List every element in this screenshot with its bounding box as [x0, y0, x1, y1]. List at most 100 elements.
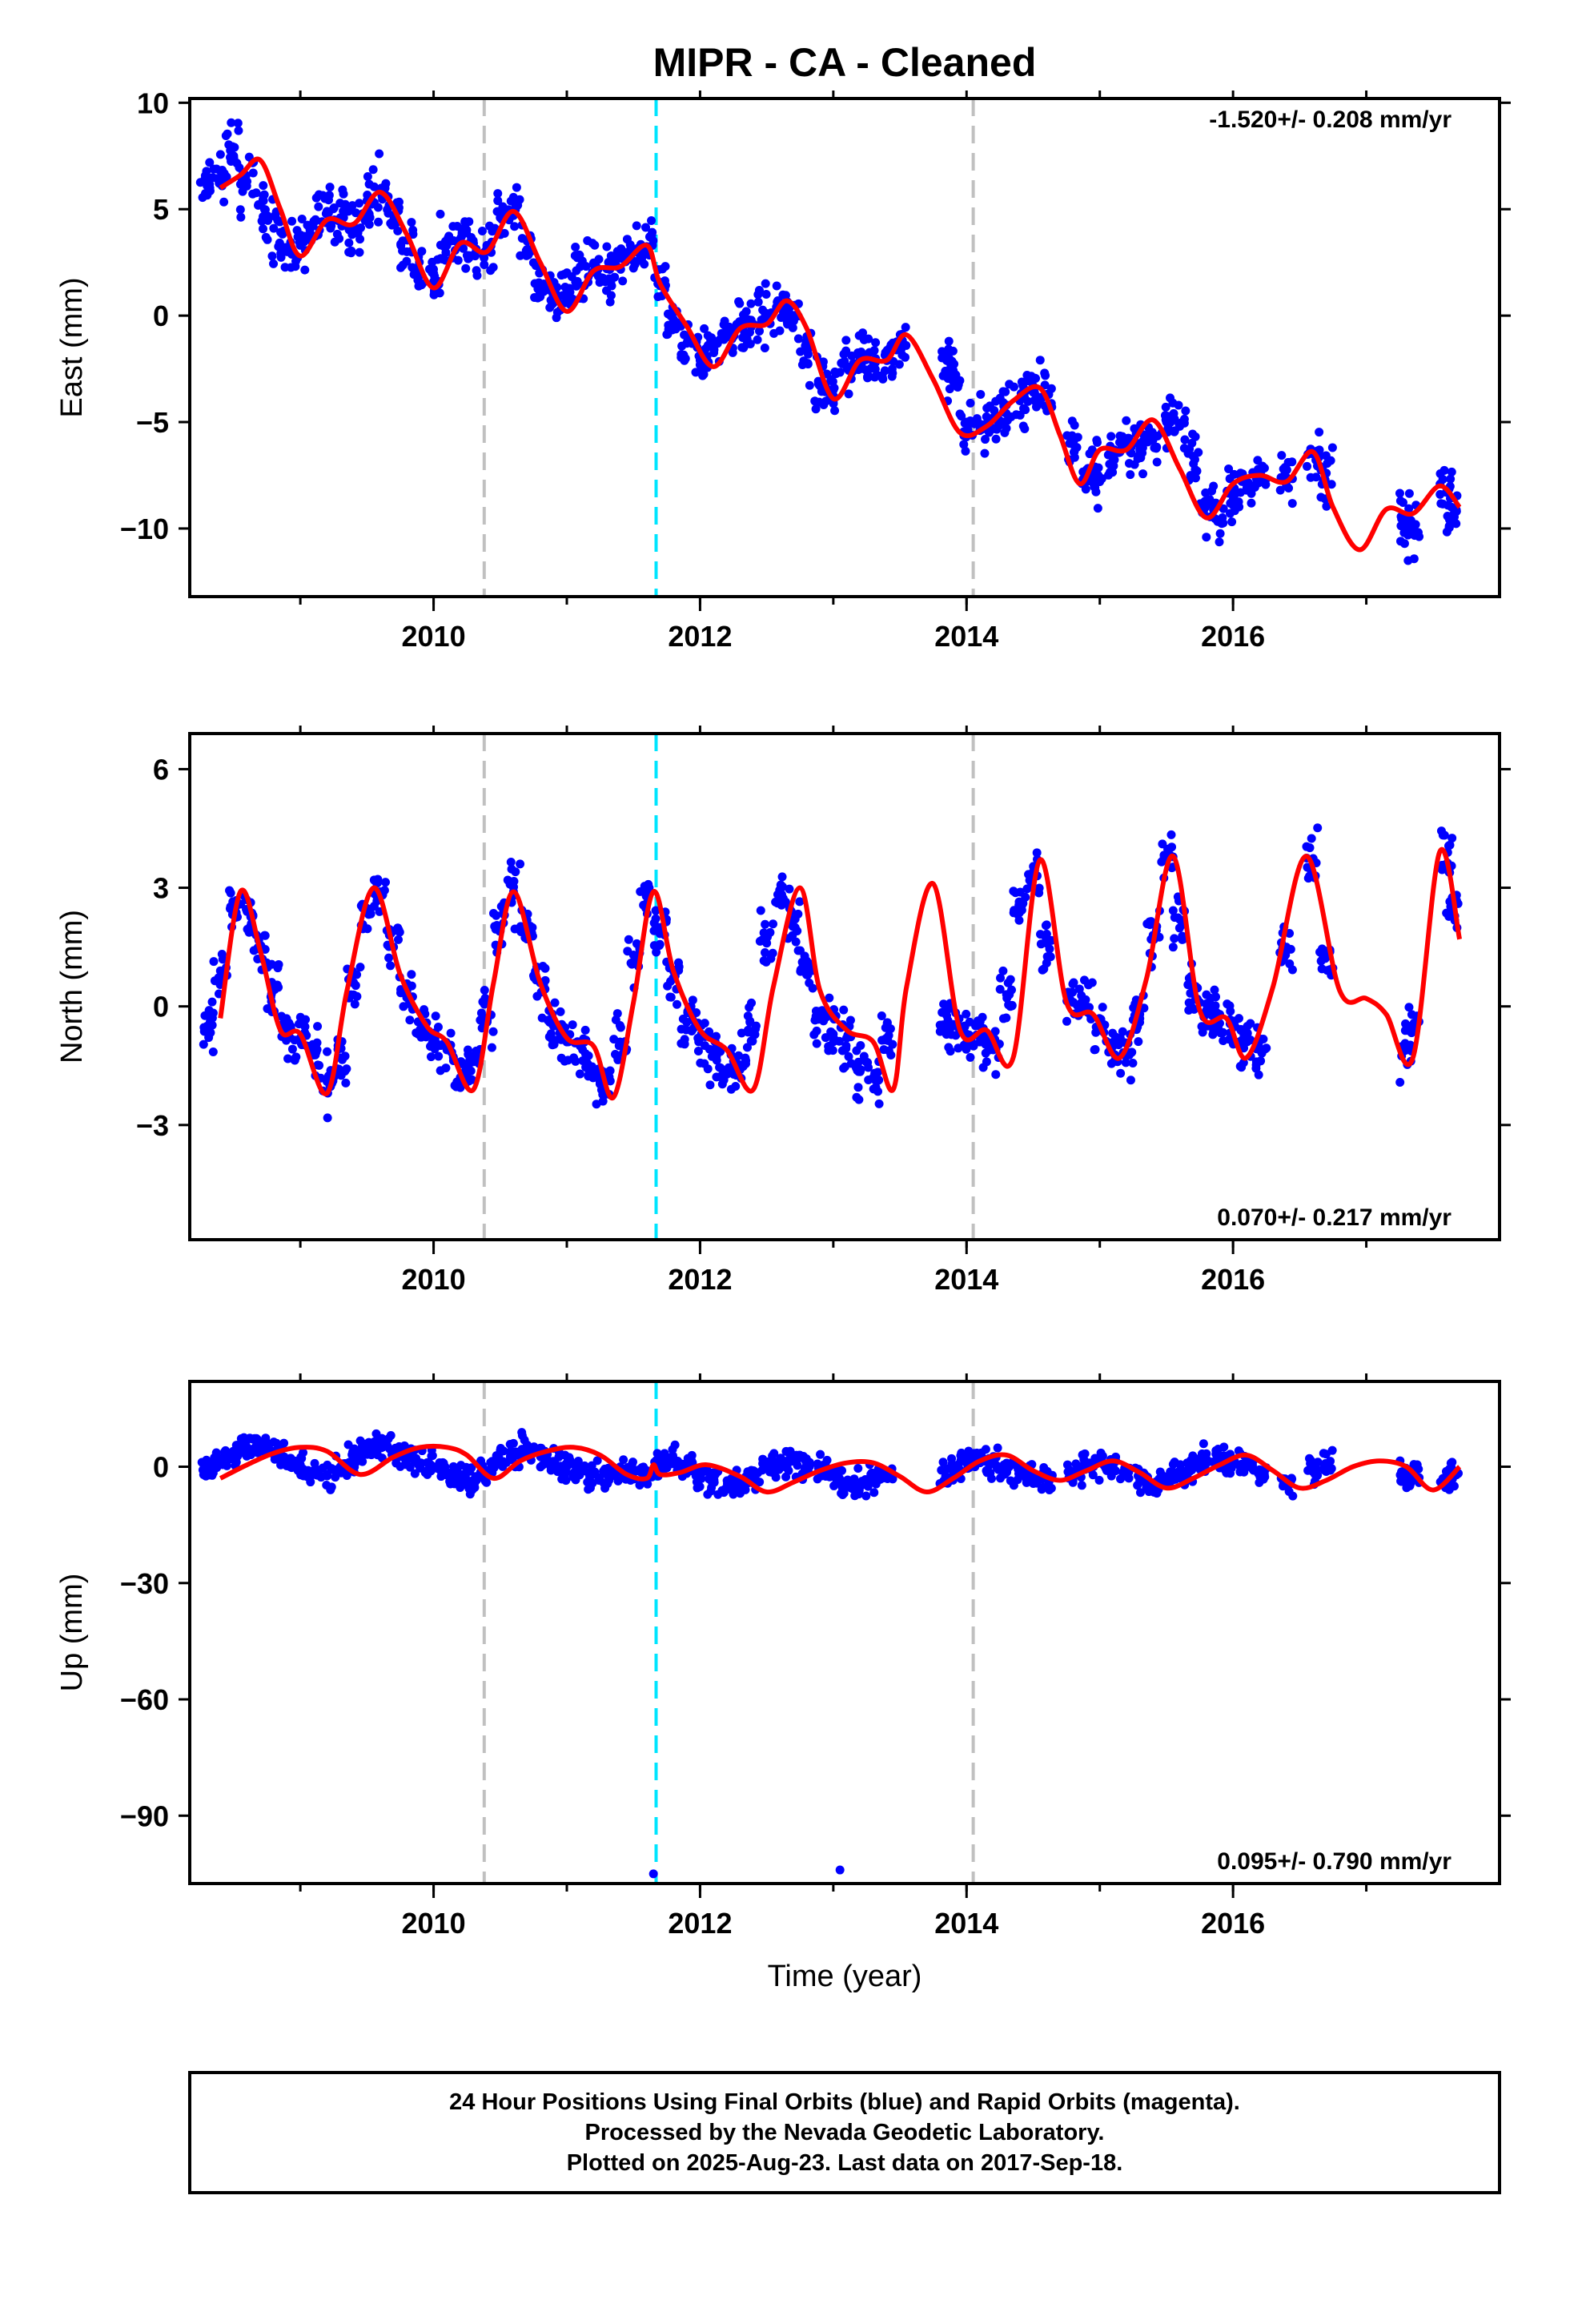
up-spread-point [231, 1458, 241, 1467]
up-x-tick-label: 2010 [402, 1907, 466, 1940]
north-spread-point [287, 1044, 297, 1054]
north-spread-point [734, 1051, 744, 1060]
north-spread-point [509, 883, 519, 892]
up-spread-point [866, 1470, 876, 1479]
up-x-tick-label: 2012 [668, 1907, 732, 1940]
east-spread-point [976, 389, 986, 399]
east-spread-point [583, 235, 592, 245]
north-spread-point [575, 1069, 584, 1079]
east-spread-point [1395, 489, 1404, 498]
east-spread-point [1123, 433, 1133, 443]
up-spread-point [323, 1460, 332, 1470]
north-spread-point [796, 965, 805, 975]
north-spread-point [548, 1035, 557, 1044]
east-spread-point [467, 233, 476, 243]
up-spread-point [405, 1462, 415, 1472]
north-spread-point [773, 899, 782, 908]
north-spread-point [556, 1053, 566, 1063]
east-spread-point [305, 229, 315, 239]
north-spread-point [226, 888, 235, 898]
footer-line-2: Processed by the Nevada Geodetic Laborat… [585, 2120, 1105, 2145]
up-spread-point [331, 1473, 340, 1482]
up-spread-point [1037, 1485, 1046, 1494]
north-spread-point [748, 1036, 757, 1046]
up-spread-point [662, 1463, 672, 1473]
east-spread-point [1275, 485, 1285, 495]
north-spread-point [584, 1051, 593, 1060]
east-spread-point [436, 240, 445, 250]
north-spread-point [707, 1051, 717, 1061]
east-spread-point [430, 271, 440, 281]
up-spread-point [705, 1474, 714, 1484]
east-spread-point [1277, 451, 1287, 460]
north-spread-point [1237, 1063, 1247, 1072]
north-spread-point [507, 864, 516, 874]
east-spread-point [641, 223, 651, 232]
footer-frame [188, 2071, 1501, 2194]
east-spread-point [663, 329, 673, 339]
up-spread-point [998, 1466, 1007, 1476]
east-spread-point [560, 298, 570, 308]
up-spread-point [1288, 1491, 1298, 1501]
north-spread-point [1129, 1003, 1138, 1012]
north-spread-point [805, 978, 814, 987]
east-spread-point [948, 346, 958, 356]
north-spread-point [705, 1027, 714, 1036]
up-spread-point [938, 1458, 948, 1467]
east-spread-point [396, 239, 406, 249]
up-spread-point [355, 1436, 365, 1445]
east-spread-point [1404, 489, 1414, 498]
north-spread-point [696, 1058, 705, 1068]
up-spread-point [1077, 1481, 1086, 1490]
north-spread-point [290, 1055, 299, 1065]
east-spread-point [512, 183, 521, 192]
north-spread-point [1302, 842, 1311, 851]
east-spread-point [944, 336, 954, 346]
north-spread-point [1287, 965, 1297, 975]
north-spread-point [1006, 975, 1015, 984]
east-spread-point [318, 191, 327, 200]
north-spread-point [578, 1045, 588, 1055]
east-spread-point [1190, 455, 1199, 464]
up-spread-point [1079, 1455, 1089, 1465]
up-spread-point [822, 1455, 832, 1465]
east-spread-point [380, 183, 390, 193]
east-spread-point [803, 359, 813, 368]
east-spread-point [355, 247, 364, 257]
up-spread-point [426, 1466, 436, 1476]
north-spread-point [1286, 944, 1295, 954]
north-spread-point [217, 950, 227, 959]
east-spread-point [1403, 556, 1413, 565]
east-spread-point [769, 328, 779, 338]
east-spread-point [267, 251, 277, 261]
north-spread-point [556, 1007, 565, 1016]
east-spread-point [981, 435, 990, 444]
north-spread-point [716, 1063, 725, 1072]
north-spread-point [355, 963, 365, 972]
up-spread-point [499, 1457, 508, 1466]
up-spread-point [801, 1466, 811, 1475]
up-spread-point [1412, 1460, 1422, 1470]
east-spread-point [1180, 435, 1190, 444]
north-spread-point [884, 1046, 893, 1055]
north-spread-point [749, 1025, 759, 1035]
east-spread-point [234, 126, 243, 135]
east-spread-point [788, 323, 797, 332]
up-spread-point [1135, 1488, 1145, 1498]
east-spread-point [830, 406, 840, 416]
east-spread-point [480, 260, 489, 270]
up-spread-point [492, 1451, 501, 1461]
north-spread-point [369, 875, 379, 885]
north-spread-point [856, 1041, 865, 1051]
north-spread-point [393, 935, 403, 944]
up-spread-point [1003, 1461, 1013, 1470]
north-spread-point [1168, 906, 1178, 915]
north-spread-point [649, 919, 659, 928]
up-spread-point [850, 1491, 860, 1501]
up-spread-point [853, 1463, 863, 1473]
north-spread-point [687, 1027, 697, 1036]
up-spread-point [986, 1474, 996, 1483]
east-y-tick-label: 0 [153, 300, 169, 332]
north-spread-point [1409, 1019, 1419, 1028]
north-spread-point [982, 1057, 991, 1067]
